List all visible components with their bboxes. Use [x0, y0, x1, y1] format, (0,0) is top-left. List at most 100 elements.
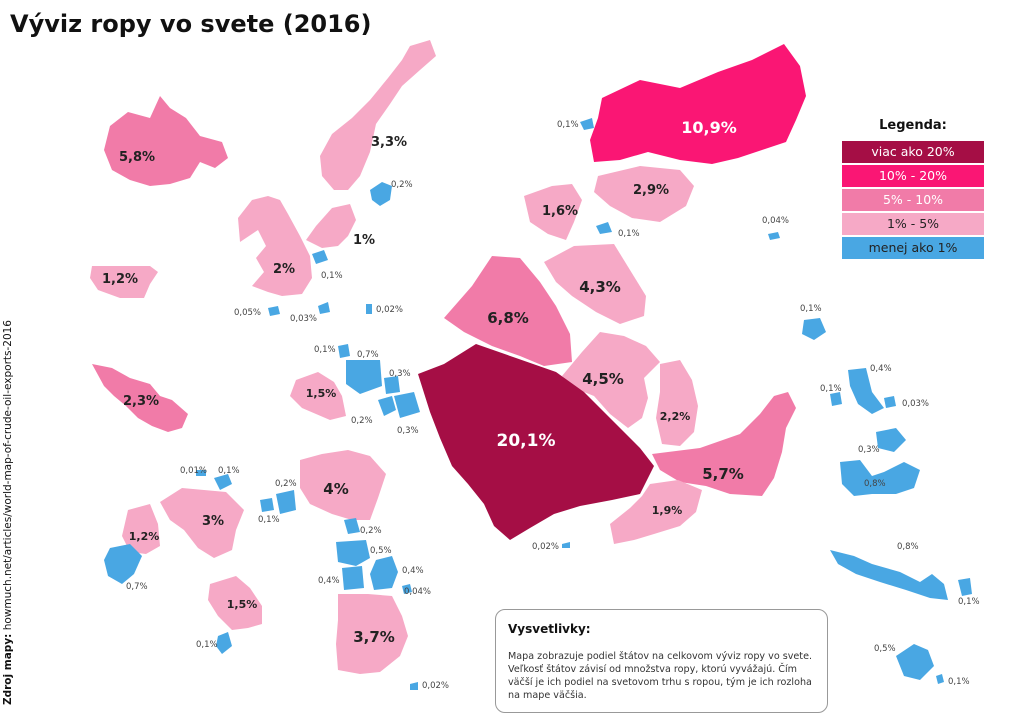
- label-uk: 2%: [273, 262, 295, 277]
- legend-item-under-1: menej ako 1%: [842, 237, 984, 259]
- blue-country-shape: [346, 360, 382, 394]
- legend-item-over-20: viac ako 20%: [842, 141, 984, 163]
- small-label: 0,04%: [404, 587, 431, 597]
- iran-shape: [544, 244, 646, 324]
- blue-country-shape: [268, 306, 280, 316]
- kuwait-shape: [562, 332, 660, 428]
- blue-country-shape: [394, 392, 420, 418]
- blue-country-shape: [876, 428, 906, 452]
- small-label: 0,1%: [196, 640, 218, 650]
- small-label: 0,03%: [290, 314, 317, 324]
- label-oman: 1,9%: [652, 504, 683, 517]
- blue-country-shape: [370, 182, 392, 206]
- small-label: 0,1%: [958, 597, 980, 607]
- small-label: 0,05%: [234, 308, 261, 318]
- label-kuwait: 4,5%: [582, 370, 624, 388]
- label-norway: 3,3%: [371, 135, 407, 150]
- small-label: 0,7%: [126, 582, 148, 592]
- legend-item-5-10: 5% - 10%: [842, 189, 984, 211]
- small-label: 0,1%: [314, 345, 336, 355]
- blue-country-shape: [196, 470, 206, 476]
- blue-country-shape: [802, 318, 826, 340]
- small-label: 0,01%: [180, 466, 207, 476]
- usa-shape: [90, 266, 158, 298]
- blue-country-shape: [580, 118, 594, 130]
- blue-country-shape: [830, 550, 948, 600]
- brazil-shape: [208, 576, 262, 630]
- algeria-shape: [290, 372, 346, 420]
- explanation-text: Mapa zobrazuje podiel štátov na celkovom…: [508, 651, 813, 701]
- canada-shape: [104, 96, 228, 186]
- small-label: 0,2%: [275, 479, 297, 489]
- label-angola: 3,7%: [353, 628, 395, 646]
- blue-country-shape: [830, 392, 842, 406]
- blue-country-shape: [366, 304, 372, 314]
- blue-country-shape: [342, 566, 364, 590]
- iraq-shape: [444, 256, 572, 366]
- source-url: howmuch.net/articles/world-map-of-crude-…: [2, 320, 14, 634]
- mexico-shape: [92, 364, 188, 432]
- label-russia: 10,9%: [681, 118, 737, 137]
- blue-country-shape: [338, 344, 350, 358]
- small-label: 0,1%: [557, 120, 579, 130]
- blue-country-shape: [896, 644, 934, 680]
- explanation-title: Vysvetlivky:: [508, 622, 591, 636]
- small-label: 0,04%: [762, 216, 789, 226]
- label-colombia: 1,2%: [129, 530, 160, 543]
- label-brazil: 1,5%: [227, 598, 258, 611]
- label-mexico: 2,3%: [123, 394, 159, 409]
- small-label: 0,3%: [397, 426, 419, 436]
- nigeria-shape: [300, 450, 386, 520]
- blue-country-shape: [884, 396, 896, 408]
- blue-country-shape: [318, 302, 330, 314]
- small-label: 0,5%: [370, 546, 392, 556]
- saudi-shape: [418, 344, 654, 540]
- label-kazakhstan: 2,9%: [633, 183, 669, 198]
- label-nigeria: 4%: [323, 480, 348, 498]
- small-label: 0,1%: [218, 466, 240, 476]
- small-label: 0,5%: [874, 644, 896, 654]
- small-label: 0,2%: [391, 180, 413, 190]
- colombia-shape: [122, 504, 160, 554]
- blue-country-shape: [378, 396, 396, 416]
- small-label: 0,1%: [800, 304, 822, 314]
- oman-shape: [610, 480, 702, 544]
- label-qatar: 2,2%: [660, 410, 691, 423]
- blue-country-shape: [216, 632, 232, 654]
- blue-country-shape: [214, 474, 232, 490]
- angola-shape: [336, 594, 408, 674]
- blue-country-shape: [276, 490, 296, 514]
- source-label: Zdroj mapy:: [2, 633, 14, 705]
- norway-shape: [320, 40, 436, 190]
- blue-country-shape: [312, 250, 328, 264]
- small-label: 0,3%: [389, 369, 411, 379]
- blue-country-shape: [958, 578, 972, 596]
- label-saudi: 20,1%: [497, 431, 556, 451]
- label-iran: 4,3%: [579, 278, 621, 296]
- label-usa: 1,2%: [102, 272, 138, 287]
- label-canada: 5,8%: [119, 150, 155, 165]
- venezuela-shape: [160, 488, 244, 558]
- denmark-shape: [306, 204, 356, 248]
- page-title: Výviz ropy vo svete (2016): [10, 10, 372, 38]
- small-label: 0,8%: [897, 542, 919, 552]
- map-source: Zdroj mapy: howmuch.net/articles/world-m…: [2, 320, 14, 705]
- blue-country-shape: [768, 232, 780, 240]
- small-label: 0,1%: [948, 677, 970, 687]
- small-label: 0,1%: [618, 229, 640, 239]
- blue-country-shape: [410, 682, 418, 690]
- label-uae: 5,7%: [702, 465, 744, 483]
- small-label: 0,2%: [360, 526, 382, 536]
- legend: Legenda: viac ako 20% 10% - 20% 5% - 10%…: [842, 118, 984, 261]
- russia-shape: [590, 44, 806, 164]
- azerbaijan-shape: [524, 184, 582, 240]
- small-label: 0,2%: [351, 416, 373, 426]
- label-iraq: 6,8%: [487, 309, 529, 327]
- blue-country-shape: [370, 556, 398, 590]
- blue-country-shape: [848, 368, 884, 414]
- small-label: 0,02%: [532, 542, 559, 552]
- small-label: 0,02%: [422, 681, 449, 691]
- blue-country-shape: [402, 584, 412, 594]
- small-label: 0,1%: [258, 515, 280, 525]
